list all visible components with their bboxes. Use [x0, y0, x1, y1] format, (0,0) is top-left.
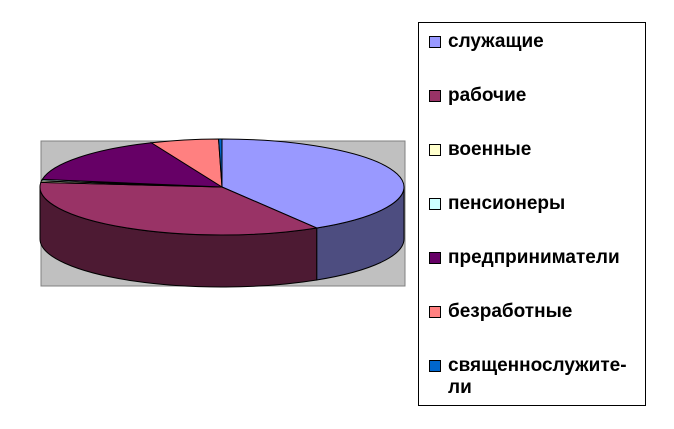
legend-swatch — [429, 306, 441, 318]
legend-item: служащие — [429, 31, 644, 53]
legend-swatch — [429, 36, 441, 48]
legend-swatch — [429, 90, 441, 102]
legend-item: пенсионеры — [429, 193, 644, 215]
legend-label: предприниматели — [448, 247, 620, 268]
legend-label: военные — [448, 139, 532, 160]
pie-slice — [39, 181, 319, 236]
legend-swatch — [429, 198, 441, 210]
legend-label: священнослужите- ли — [448, 355, 627, 398]
legend-item: военные — [429, 139, 644, 161]
legend-item: рабочие — [429, 85, 644, 107]
legend-swatch — [429, 360, 441, 372]
legend-label: служащие — [448, 31, 544, 52]
pie-slices — [39, 138, 405, 236]
legend-swatch — [429, 252, 441, 264]
legend-item: священнослужите- ли — [429, 355, 644, 399]
legend-swatch — [429, 144, 441, 156]
legend-label: рабочие — [448, 85, 527, 106]
legend-label: пенсионеры — [448, 193, 566, 214]
pie-slice — [218, 138, 223, 188]
legend-item: безработные — [429, 301, 644, 323]
legend-item: предприниматели — [429, 247, 644, 269]
legend: служащие рабочие военные пенсионеры предприн… — [418, 22, 646, 406]
pie-slice — [221, 138, 405, 229]
pie-slice — [41, 142, 224, 188]
legend-label: безработные — [448, 301, 573, 322]
